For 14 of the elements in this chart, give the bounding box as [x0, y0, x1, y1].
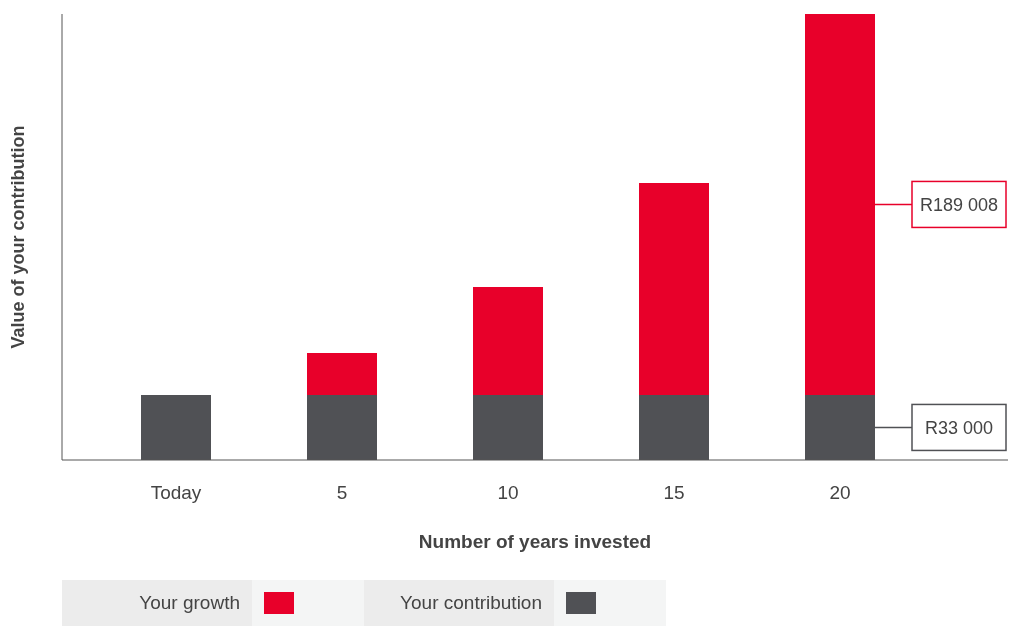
bar — [473, 286, 543, 395]
x-tick-label: 20 — [829, 482, 851, 504]
annotation: R189 008 — [919, 195, 999, 216]
bar — [307, 352, 377, 395]
x-tick-label: 15 — [663, 482, 685, 504]
x-axis-title: Number of years invested — [418, 531, 652, 552]
legend-label: Your contribution — [400, 592, 542, 614]
annotation: R33 000 — [924, 418, 994, 439]
x-tick-label: 5 — [336, 482, 348, 504]
y-axis-title: Value of your contribution — [8, 125, 29, 349]
legend-label: Your growth — [139, 592, 240, 614]
x-tick-label: 10 — [497, 482, 519, 504]
x-tick-label: Today — [150, 482, 202, 504]
bar — [639, 183, 709, 395]
